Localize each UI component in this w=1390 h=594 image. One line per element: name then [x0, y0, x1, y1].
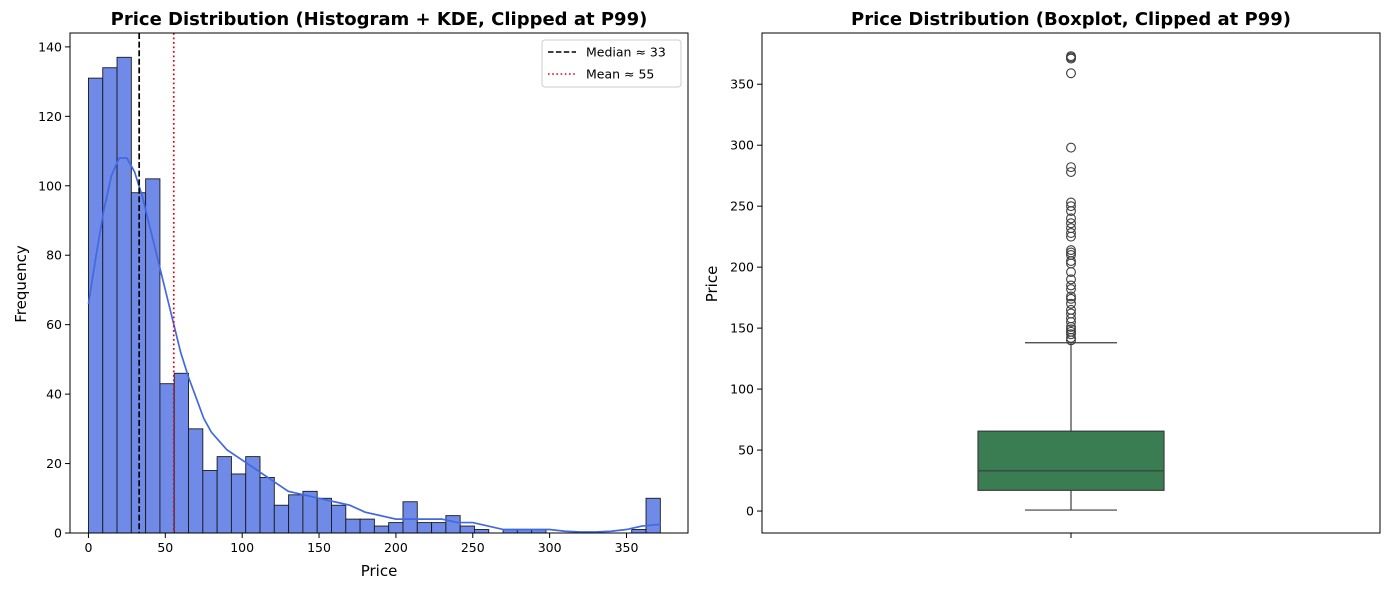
histogram-bar [159, 383, 175, 534]
histogram-bar [173, 372, 189, 534]
iqr-box [977, 430, 1165, 491]
y-tick-label: 250 [730, 199, 754, 214]
boxplot-title: Price Distribution (Boxplot, Clipped at … [851, 9, 1291, 30]
x-tick-label: 200 [384, 540, 408, 555]
y-tick-label: 350 [730, 77, 754, 92]
histogram-bar [474, 529, 490, 534]
histogram-bar [288, 494, 304, 534]
outlier-point [1066, 228, 1076, 238]
outlier-point [1066, 245, 1076, 256]
histogram-bar [416, 522, 433, 534]
histogram-bars [87, 56, 661, 534]
outlier-point [1066, 51, 1076, 62]
histogram-bar [202, 470, 218, 534]
y-tick-label: 0 [54, 526, 62, 541]
histogram-bar [359, 518, 375, 534]
histogram-bar [216, 456, 232, 534]
y-tick-label: 140 [38, 39, 62, 54]
histogram-y-label: Frequency [12, 245, 30, 323]
histogram-bar [431, 522, 447, 534]
outlier-point [1066, 162, 1076, 173]
histogram-bar [87, 77, 104, 534]
outlier-point [1066, 291, 1076, 302]
boxplot-outliers [1066, 51, 1076, 346]
outlier-point [1066, 142, 1076, 153]
outlier-point [1066, 201, 1076, 212]
x-tick-label: 250 [461, 540, 485, 555]
y-tick-label: 60 [46, 317, 62, 332]
outlier-point [1066, 250, 1076, 260]
boxplot-panel: Price Distribution (Boxplot, Clipped at … [703, 9, 1381, 538]
outlier-point [1066, 329, 1076, 340]
outlier-point [1066, 326, 1076, 337]
histogram-bar [459, 525, 475, 534]
outlier-point [1066, 274, 1076, 285]
outlier-point [1066, 218, 1076, 229]
legend: Median ≈ 33 Mean ≈ 55 [541, 39, 682, 88]
histogram-bar [331, 504, 347, 534]
outlier-point [1066, 223, 1076, 234]
histogram-bar [402, 501, 418, 534]
histogram-bar [102, 67, 118, 534]
x-tick-label: 50 [157, 540, 173, 555]
histogram-bar [631, 529, 647, 534]
histogram-bar [116, 56, 132, 534]
outlier-point [1066, 213, 1076, 224]
histogram-title: Price Distribution (Histogram + KDE, Cli… [111, 9, 648, 30]
x-tick-label: 150 [307, 540, 331, 555]
histogram-bar [445, 515, 461, 534]
y-tick-label: 150 [730, 321, 754, 336]
histogram-bar [373, 525, 390, 534]
y-tick-label: 50 [738, 443, 754, 458]
histogram-bar [145, 178, 161, 534]
outlier-point [1066, 324, 1076, 335]
x-tick-label: 300 [538, 540, 562, 555]
histogram-bar [316, 497, 332, 534]
x-tick-label: 0 [84, 540, 92, 555]
y-tick-label: 40 [46, 387, 62, 402]
outlier-point [1066, 293, 1076, 304]
histogram-x-ticks: 0 50 100 150 200 250 300 350 [84, 533, 638, 555]
x-tick-label: 350 [615, 540, 639, 555]
boxplot-y-ticks: 0 50 100 150 200 250 300 350 [730, 77, 762, 519]
histogram-frame [69, 32, 689, 534]
outlier-point [1066, 247, 1076, 258]
y-tick-label: 100 [38, 178, 62, 193]
legend-median-label: Median ≈ 33 [586, 45, 666, 60]
histogram-bar [188, 428, 204, 534]
histogram-bar [388, 522, 404, 534]
outlier-point [1066, 68, 1076, 79]
histogram-y-ticks: 0 20 40 60 80 100 120 140 [38, 39, 70, 541]
y-tick-label: 100 [730, 382, 754, 397]
outlier-point [1066, 304, 1076, 315]
boxplot-y-label: Price [703, 266, 721, 303]
histogram-bar [345, 518, 361, 534]
x-tick-label: 100 [230, 540, 254, 555]
boxplot-box [977, 342, 1165, 511]
histogram-bar [273, 504, 290, 534]
histogram-bar [645, 497, 661, 534]
legend-box [541, 39, 682, 88]
histogram-panel: Price Distribution (Histogram + KDE, Cli… [12, 9, 689, 580]
reference-lines [138, 33, 175, 533]
outlier-point [1066, 197, 1076, 208]
y-tick-label: 120 [38, 109, 62, 124]
histogram-bar [259, 476, 275, 534]
y-tick-label: 20 [46, 456, 62, 471]
y-tick-label: 80 [46, 248, 62, 263]
kde-curve [87, 157, 661, 533]
histogram-x-label: Price [361, 562, 398, 580]
outlier-point [1066, 280, 1076, 291]
outlier-point [1066, 298, 1076, 309]
outlier-point [1066, 284, 1076, 295]
legend-mean-label: Mean ≈ 55 [586, 67, 654, 82]
histogram-bar [230, 473, 247, 534]
outlier-point [1066, 167, 1076, 177]
y-tick-label: 200 [730, 260, 754, 275]
y-tick-label: 300 [730, 138, 754, 153]
outlier-point [1066, 308, 1076, 319]
y-tick-label: 0 [746, 504, 754, 519]
